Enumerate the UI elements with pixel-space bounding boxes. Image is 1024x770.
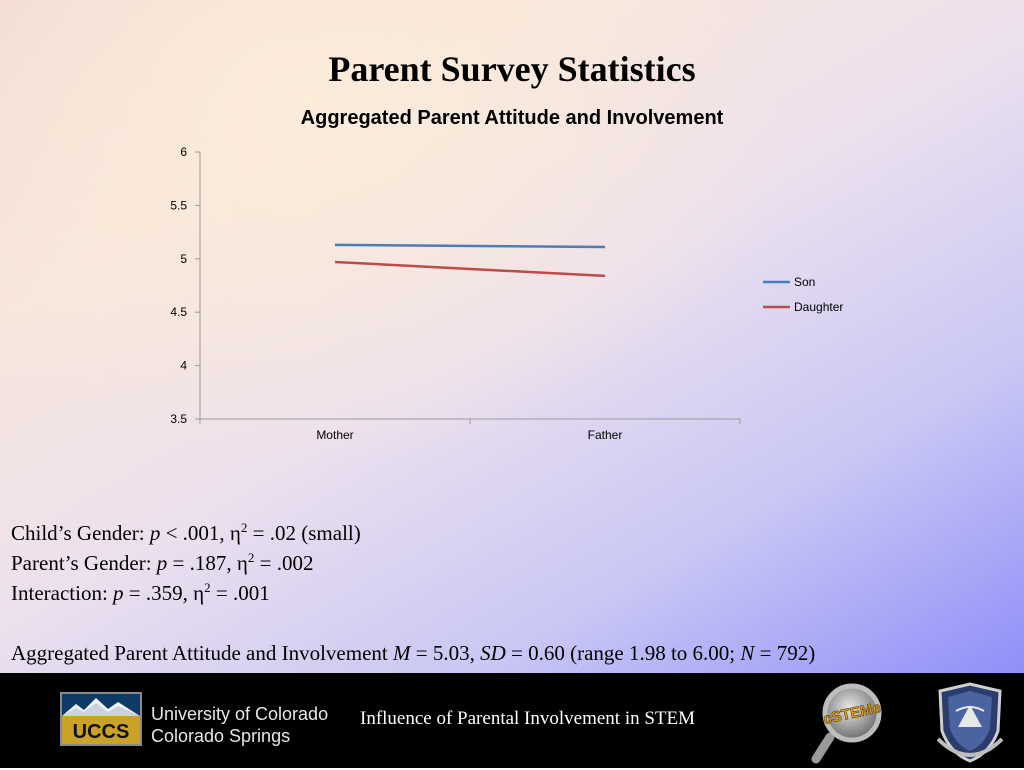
line-chart: 3.5 4 4.5 5 5.5 6 Mother Father Son Daughter (170, 145, 843, 442)
uccs-name: University of Colorado Colorado Springs (151, 703, 328, 747)
y-tick-label: 4 (180, 359, 187, 373)
shield-icon (936, 682, 1004, 763)
chart-legend: Son Daughter (763, 275, 843, 314)
x-tick-label: Mother (316, 428, 353, 442)
crest-logo (930, 681, 1010, 765)
svg-text:UCCS: UCCS (73, 721, 130, 743)
stat-aggregate: Aggregated Parent Attitude and Involveme… (11, 641, 816, 665)
legend-label-daughter: Daughter (794, 300, 843, 314)
stat-parent-gender: Parent’s Gender: p = .187, η2 = .002 (11, 550, 314, 575)
stat-interaction: Interaction: p = .359, η2 = .001 (11, 580, 270, 605)
stats-block: Child’s Gender: p < .001, η2 = .02 (smal… (11, 518, 815, 668)
y-tick-label: 4.5 (170, 305, 187, 319)
y-tick-label: 3.5 (170, 412, 187, 426)
uccs-name-line1: University of Colorado (151, 704, 329, 724)
stats-spacer (11, 608, 815, 638)
series-line-son (334, 243, 606, 249)
series-line-daughter (334, 260, 606, 278)
y-tick-label: 6 (180, 145, 187, 159)
stat-child-gender: Child’s Gender: p < .001, η2 = .02 (smal… (11, 520, 361, 545)
y-tick-label: 5 (180, 252, 187, 266)
cstem-logo: cSTEMe (808, 681, 888, 765)
footer-bar: UCCS University of Colorado Colorado Spr… (0, 673, 1024, 768)
y-tick-label: 5.5 (170, 198, 187, 212)
uccs-name-line2: Colorado Springs (151, 726, 291, 746)
slide-background: Parent Survey Statistics Aggregated Pare… (0, 0, 1024, 673)
footer-title: Influence of Parental Involvement in STE… (360, 708, 696, 729)
slide-title: Parent Survey Statistics (328, 49, 696, 89)
chart-title: Aggregated Parent Attitude and Involveme… (300, 107, 724, 129)
magnifier-icon: cSTEMe (811, 683, 883, 764)
chart-axes: 3.5 4 4.5 5 5.5 6 Mother Father (170, 145, 741, 442)
legend-label-son: Son (794, 275, 815, 289)
chart-series (334, 243, 606, 278)
mountain-icon: UCCS (62, 694, 140, 744)
uccs-logo: UCCS (60, 692, 142, 746)
x-tick-label: Father (588, 428, 623, 442)
